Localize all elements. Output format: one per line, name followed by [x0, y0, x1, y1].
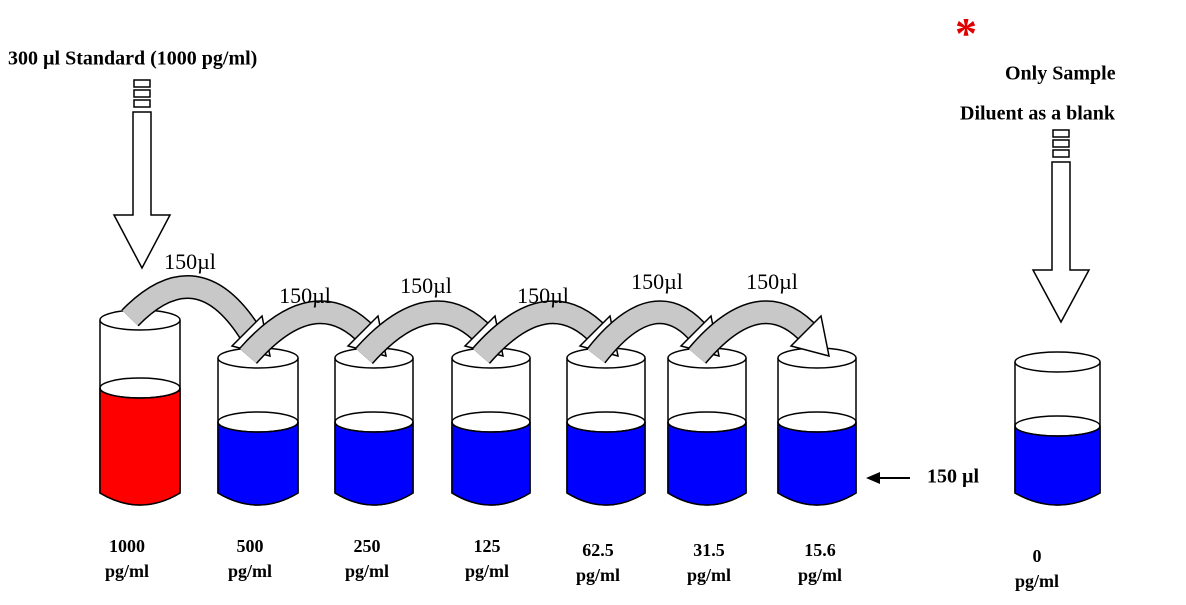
liquid-surface — [334, 411, 414, 433]
concentration-value: 0 — [1033, 546, 1042, 566]
liquid — [1014, 425, 1101, 506]
arrow-band — [473, 301, 608, 364]
transfer-volume: 150µl — [631, 269, 683, 294]
tube — [451, 347, 531, 506]
concentration-unit: pg/ml — [687, 565, 731, 585]
liquid-surface — [667, 411, 747, 433]
concentration-unit: pg/ml — [105, 561, 149, 581]
liquid — [334, 421, 414, 506]
transfer-volume: 150µl — [164, 249, 216, 274]
volume-arrow — [866, 472, 910, 484]
transfer-volume: 150µl — [279, 283, 331, 308]
liquid-surface — [451, 411, 531, 433]
tube — [566, 347, 646, 506]
concentration-unit: pg/ml — [1015, 571, 1059, 591]
liquid-surface — [777, 411, 857, 433]
liquid-surface — [566, 411, 646, 433]
liquid — [566, 421, 646, 506]
concentration-value: 250 — [354, 536, 381, 556]
concentration-value: 15.6 — [804, 540, 836, 560]
arrow-head — [789, 314, 830, 358]
tube — [777, 347, 857, 506]
transfer-arrow — [687, 300, 830, 364]
blank-note-line: Only Sample — [1005, 63, 1116, 85]
tube — [99, 309, 181, 506]
concentration-value: 125 — [474, 536, 501, 556]
tube — [217, 347, 299, 506]
liquid — [451, 421, 531, 506]
pipette-right — [1031, 129, 1091, 324]
concentration-unit: pg/ml — [798, 565, 842, 585]
arrow-band — [356, 301, 493, 364]
liquid-surface — [99, 377, 181, 399]
concentration-unit: pg/ml — [465, 561, 509, 581]
concentration-value: 500 — [237, 536, 264, 556]
concentration-value: 31.5 — [693, 540, 725, 560]
liquid — [667, 421, 747, 506]
blank-note-line: Diluent as a blank — [960, 103, 1116, 125]
standard-label: 300 µl Standard (1000 pg/ml) — [8, 48, 257, 70]
concentration-value: 1000 — [109, 536, 145, 556]
arrow-band — [122, 276, 261, 342]
concentration-unit: pg/ml — [345, 561, 389, 581]
liquid — [777, 421, 857, 506]
concentration-value: 62.5 — [582, 540, 614, 560]
tube-rim — [1014, 351, 1101, 373]
volume-label: 150 µl — [927, 466, 980, 488]
liquid — [99, 387, 181, 506]
liquid-surface — [217, 411, 299, 433]
asterisk: * — [955, 9, 977, 58]
concentration-unit: pg/ml — [228, 561, 272, 581]
arrow-band — [587, 301, 710, 363]
pipette-left — [112, 79, 172, 270]
transfer-volume: 150µl — [517, 283, 569, 308]
tube — [667, 347, 747, 506]
liquid-surface — [1014, 415, 1101, 437]
concentration-unit: pg/ml — [576, 565, 620, 585]
transfer-volume: 150µl — [746, 269, 798, 294]
liquid — [217, 421, 299, 506]
tube — [334, 347, 414, 506]
arrow-band — [240, 301, 376, 364]
transfer-volume: 150µl — [400, 273, 452, 298]
arrow-band — [688, 301, 819, 363]
tube — [1014, 351, 1101, 506]
